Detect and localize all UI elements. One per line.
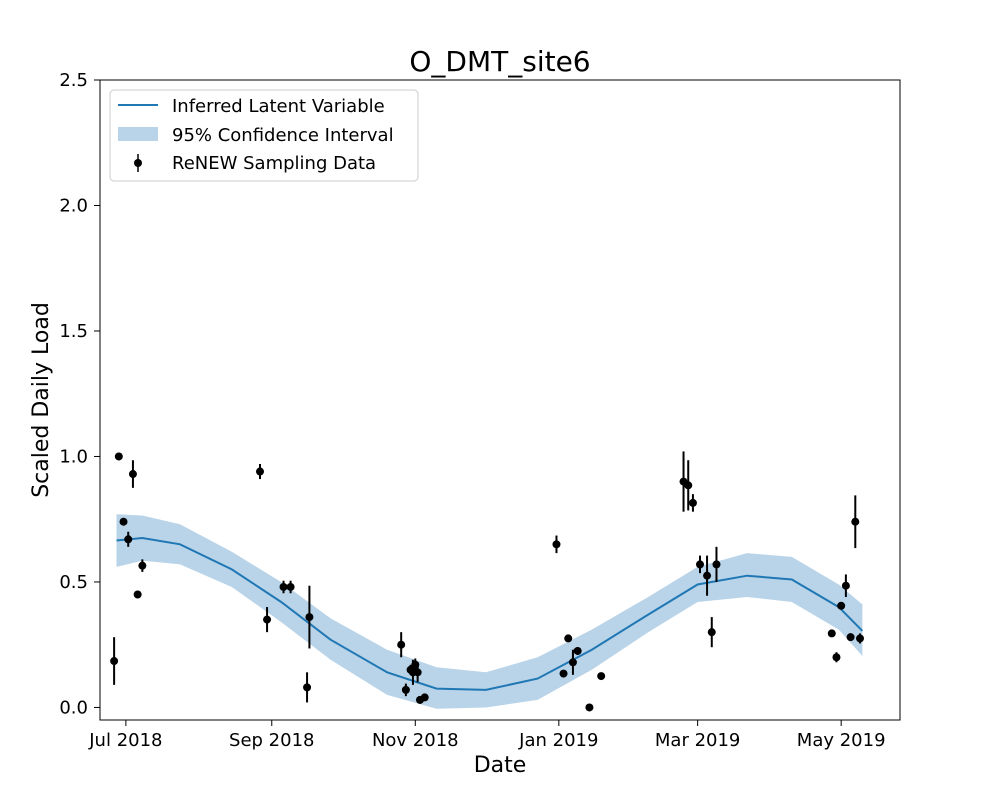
y-tick-label: 1.0 [59, 446, 88, 467]
sample-point [597, 672, 606, 681]
sample-point [696, 560, 704, 569]
sample-point [688, 498, 697, 507]
sample-point [712, 560, 721, 569]
sample-point [133, 590, 142, 599]
sample-point [846, 633, 855, 642]
x-tick-label: Jul 2018 [88, 730, 162, 751]
sample-point [128, 470, 137, 479]
sample-point [124, 535, 133, 544]
x-tick-label: Nov 2018 [372, 730, 459, 751]
sample-point [279, 582, 288, 591]
sample-point [573, 646, 582, 655]
y-tick-label: 1.5 [59, 321, 88, 342]
sample-point [827, 629, 836, 638]
sample-point [119, 517, 128, 526]
sample-point [305, 613, 314, 622]
sample-point [684, 481, 693, 490]
sample-point [707, 628, 716, 637]
y-tick-label: 0.5 [59, 572, 88, 593]
sample-point [552, 540, 561, 549]
x-tick-label: Jan 2019 [518, 730, 598, 751]
sample-point [851, 517, 860, 526]
sample-point [256, 467, 264, 476]
y-tick-label: 2.0 [59, 195, 88, 216]
y-axis-ticks: 0.0 0.5 1.0 1.5 2.0 2.5 [59, 70, 100, 718]
x-axis-label: Date [474, 753, 527, 778]
sample-point [564, 634, 573, 643]
sample-point [401, 685, 410, 694]
sample-point [703, 571, 712, 580]
sample-point [114, 452, 123, 461]
x-axis-ticks: Jul 2018 Sep 2018 Nov 2018 Jan 2019 Mar 2019… [88, 720, 886, 751]
chart-title: O_DMT_site6 [409, 45, 590, 78]
legend: Inferred Latent Variable 95% Confidence … [109, 89, 419, 182]
legend-point-swatch [134, 159, 142, 167]
axes-frame [99, 79, 901, 721]
sample-point [138, 561, 147, 570]
legend-box [109, 89, 419, 182]
sample-point [303, 683, 312, 692]
sample-point [286, 582, 295, 591]
sample-point [568, 658, 577, 667]
legend-entry-samples: ReNEW Sampling Data [172, 153, 376, 174]
sample-point [832, 653, 841, 662]
sample-point [559, 669, 568, 678]
legend-band-swatch [118, 127, 158, 141]
sample-point [420, 693, 429, 702]
x-tick-label: May 2019 [797, 730, 886, 751]
y-tick-label: 0.0 [59, 697, 88, 718]
x-tick-label: Sep 2018 [229, 730, 314, 751]
sample-point [837, 601, 846, 610]
latent-variable-line [116, 536, 864, 691]
plot-area [110, 451, 864, 712]
y-tick-label: 2.5 [59, 70, 88, 91]
legend-entry-latent: Inferred Latent Variable [172, 96, 385, 117]
sample-point [856, 634, 864, 643]
legend-entry-ci: 95% Confidence Interval [172, 125, 394, 146]
sample-point [841, 581, 850, 590]
y-axis-label: Scaled Daily Load [29, 302, 54, 498]
sample-point [110, 657, 119, 666]
sample-point [263, 615, 272, 624]
x-tick-label: Mar 2019 [655, 730, 741, 751]
confidence-band [116, 514, 863, 709]
sample-point [397, 640, 406, 649]
sample-point [413, 668, 422, 677]
sample-point [585, 703, 594, 712]
